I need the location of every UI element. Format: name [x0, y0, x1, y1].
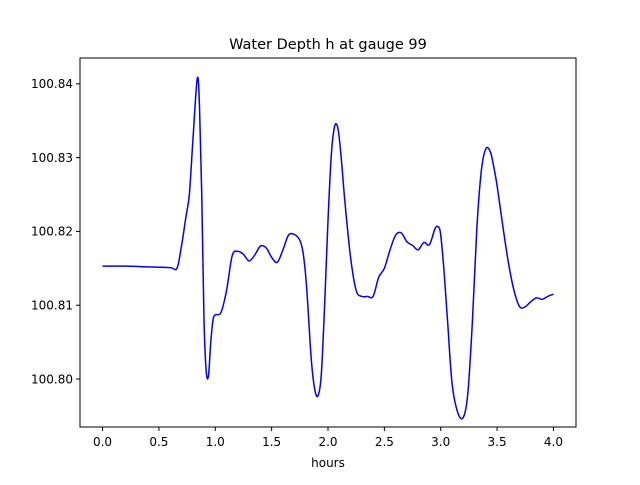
y-tick-label: 100.84 — [31, 77, 73, 91]
x-tick-label: 2.5 — [375, 435, 394, 449]
x-tick-label: 0.5 — [149, 435, 168, 449]
chart-title: Water Depth h at gauge 99 — [229, 37, 427, 53]
y-tick-label: 100.80 — [31, 372, 73, 386]
y-axis-ticks: 100.80 100.81 100.82 100.83 100.84 — [31, 77, 80, 386]
x-tick-label: 1.0 — [206, 435, 225, 449]
y-tick-label: 100.81 — [31, 299, 73, 313]
x-tick-label: 1.5 — [262, 435, 281, 449]
x-tick-label: 3.5 — [488, 435, 507, 449]
x-axis-ticks: 0.0 0.5 1.0 1.5 2.0 2.5 3.0 3.5 4.0 — [93, 427, 563, 449]
x-tick-label: 3.0 — [431, 435, 450, 449]
x-axis-label: hours — [311, 456, 345, 470]
y-tick-label: 100.82 — [31, 225, 73, 239]
series-layer — [102, 76, 554, 420]
series-line — [102, 76, 554, 420]
x-tick-label: 4.0 — [544, 435, 563, 449]
plot-frame — [79, 57, 577, 428]
x-tick-label: 0.0 — [93, 435, 112, 449]
plot-area — [80, 58, 576, 427]
y-tick-label: 100.83 — [31, 151, 73, 165]
x-tick-label: 2.0 — [318, 435, 337, 449]
